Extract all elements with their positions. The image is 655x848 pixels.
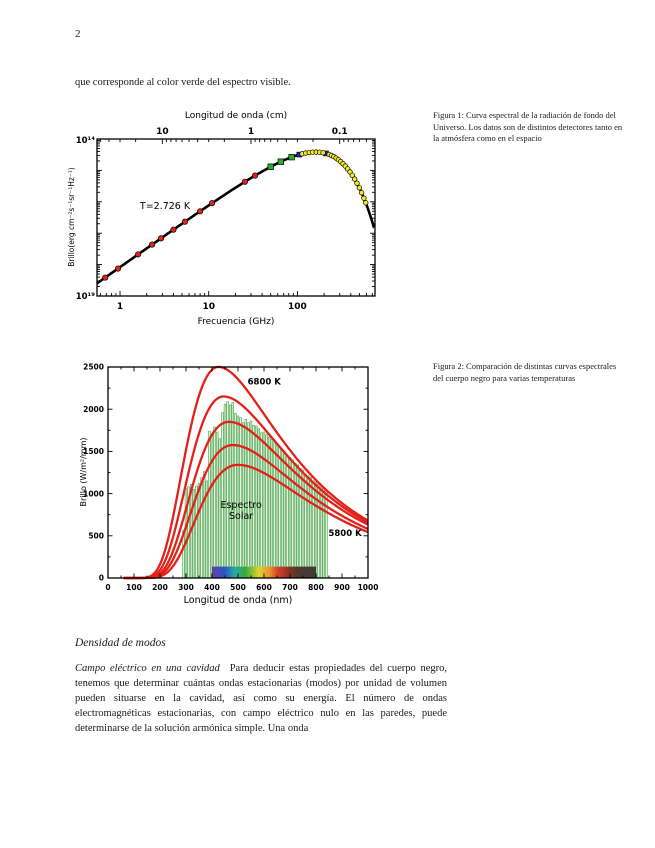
- paragraph-lead-italic: Campo eléctrico en una cavidad: [75, 663, 220, 674]
- svg-text:1500: 1500: [83, 447, 104, 456]
- svg-text:300: 300: [178, 583, 194, 592]
- blackbody-curve: [123, 463, 369, 580]
- blackbody-curve: [123, 443, 369, 580]
- intro-paragraph: que corresponde al color verde del espec…: [75, 77, 291, 88]
- svg-text:500: 500: [230, 583, 246, 592]
- svg-text:10: 10: [156, 127, 169, 137]
- blackbody-curve: [123, 395, 369, 580]
- svg-text:2000: 2000: [83, 405, 104, 414]
- svg-text:1: 1: [248, 127, 254, 137]
- figure1-caption: Figura 1: Curva espectral de la radiació…: [433, 110, 623, 144]
- svg-text:2500: 2500: [83, 363, 104, 372]
- svg-text:Espectro: Espectro: [220, 500, 261, 511]
- svg-text:100: 100: [288, 302, 307, 312]
- svg-text:600: 600: [256, 583, 272, 592]
- svg-text:100: 100: [126, 583, 142, 592]
- svg-text:10: 10: [202, 302, 215, 312]
- svg-text:6800 K: 6800 K: [248, 378, 282, 388]
- svg-text:T=2.726 K: T=2.726 K: [139, 201, 191, 212]
- figure2-caption: Figura 2: Comparación de distintas curva…: [433, 361, 617, 383]
- svg-text:700: 700: [282, 583, 298, 592]
- paragraph-text: Para deducir estas propiedades del cuerp…: [75, 663, 448, 735]
- svg-text:Brillo(erg cm⁻²s⁻¹sr⁻¹Hz⁻¹): Brillo(erg cm⁻²s⁻¹sr⁻¹Hz⁻¹): [67, 167, 76, 266]
- svg-text:1000: 1000: [83, 489, 104, 498]
- body-paragraph: Campo eléctrico en una cavidad Para deduc…: [75, 661, 447, 737]
- svg-text:Frecuencia (GHz): Frecuencia (GHz): [198, 317, 275, 327]
- blackbody-curve: [123, 365, 369, 580]
- svg-text:200: 200: [152, 583, 168, 592]
- figure1-cmb-spectrum-chart: 1 10 100 10 1 0.1 10¹⁴ 10¹⁹ Longitud de onda (cm…: [67, 111, 376, 327]
- svg-text:0: 0: [105, 583, 110, 592]
- page-number: 2: [75, 28, 81, 40]
- cmb-planck-curve: [96, 150, 376, 285]
- svg-text:800: 800: [308, 583, 324, 592]
- svg-text:400: 400: [204, 583, 220, 592]
- svg-text:500: 500: [88, 532, 104, 541]
- svg-text:900: 900: [334, 583, 350, 592]
- svg-text:0.1: 0.1: [332, 127, 348, 137]
- svg-text:10¹⁴: 10¹⁴: [76, 136, 96, 146]
- section-heading: Densidad de modos: [75, 637, 166, 649]
- svg-text:5800 K: 5800 K: [328, 529, 362, 539]
- visible-spectrum-bar: [212, 566, 316, 578]
- svg-text:1: 1: [117, 302, 123, 312]
- svg-text:Solar: Solar: [229, 511, 253, 522]
- svg-text:Longitud de onda (cm): Longitud de onda (cm): [185, 111, 287, 121]
- svg-text:1000: 1000: [358, 583, 379, 592]
- svg-text:10¹⁹: 10¹⁹: [76, 292, 96, 302]
- svg-text:Longitud de onda (nm): Longitud de onda (nm): [184, 595, 293, 606]
- svg-text:Brillo (W/m²/mm): Brillo (W/m²/mm): [79, 437, 88, 506]
- svg-text:0: 0: [99, 574, 104, 583]
- blackbody-curve: [123, 420, 369, 580]
